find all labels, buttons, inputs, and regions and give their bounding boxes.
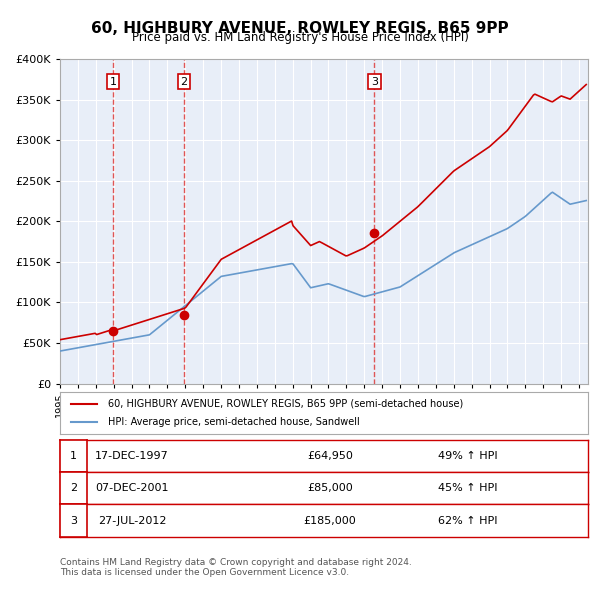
Text: 1: 1 [109,77,116,87]
Text: 3: 3 [70,516,77,526]
Text: £64,950: £64,950 [307,451,353,461]
Text: 62% ↑ HPI: 62% ↑ HPI [438,516,498,526]
Text: 17-DEC-1997: 17-DEC-1997 [95,451,169,461]
Text: 2: 2 [70,483,77,493]
Text: 2: 2 [181,77,188,87]
Text: 60, HIGHBURY AVENUE, ROWLEY REGIS, B65 9PP (semi-detached house): 60, HIGHBURY AVENUE, ROWLEY REGIS, B65 9… [107,399,463,409]
Text: Contains HM Land Registry data © Crown copyright and database right 2024.
This d: Contains HM Land Registry data © Crown c… [60,558,412,577]
Text: 07-DEC-2001: 07-DEC-2001 [95,483,169,493]
Text: 60, HIGHBURY AVENUE, ROWLEY REGIS, B65 9PP: 60, HIGHBURY AVENUE, ROWLEY REGIS, B65 9… [91,21,509,35]
Text: 49% ↑ HPI: 49% ↑ HPI [438,451,498,461]
Text: 27-JUL-2012: 27-JUL-2012 [98,516,166,526]
Text: 45% ↑ HPI: 45% ↑ HPI [438,483,498,493]
Text: Price paid vs. HM Land Registry's House Price Index (HPI): Price paid vs. HM Land Registry's House … [131,31,469,44]
Text: HPI: Average price, semi-detached house, Sandwell: HPI: Average price, semi-detached house,… [107,417,359,427]
Text: £185,000: £185,000 [304,516,356,526]
Text: £85,000: £85,000 [307,483,353,493]
Text: 3: 3 [371,77,378,87]
Text: 1: 1 [70,451,77,461]
